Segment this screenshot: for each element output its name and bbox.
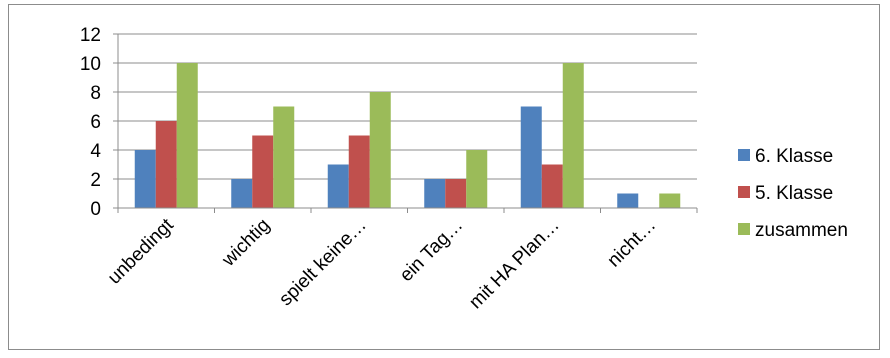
bar <box>134 150 156 208</box>
gridlines <box>118 33 697 180</box>
category-label: ein Tag… <box>396 215 467 286</box>
legend-label: zusammen <box>755 220 848 241</box>
bar <box>155 121 177 208</box>
bar <box>273 106 295 208</box>
bar <box>445 179 467 208</box>
y-tick-label: 10 <box>80 54 101 75</box>
y-tick-labels: 0 2 4 6 8 10 12 <box>80 25 102 220</box>
category-label: wichtig <box>218 215 275 272</box>
category-label: mit HA Plan… <box>465 215 563 313</box>
category-label: spielt keine… <box>275 215 371 311</box>
bar <box>252 135 274 208</box>
legend-swatch <box>738 223 750 235</box>
category-label: nicht… <box>604 215 661 272</box>
bar <box>541 164 563 208</box>
bar <box>466 150 488 208</box>
bar <box>327 164 349 208</box>
legend-swatch <box>738 149 750 161</box>
category-labels: unbedingt wichtig spielt keine… ein Tag…mit… <box>104 214 660 313</box>
legend-swatch <box>738 186 750 198</box>
bar <box>659 193 681 208</box>
bar <box>520 106 542 208</box>
category-label: unbedingt <box>104 214 178 288</box>
bar <box>369 92 391 208</box>
legend-label: 6. Klasse <box>755 146 833 167</box>
bars <box>134 63 681 208</box>
y-tick-label: 2 <box>90 170 101 191</box>
y-tick-label: 12 <box>80 25 101 46</box>
legend: 6. Klasse 5. Klasse zusammen <box>738 146 848 241</box>
legend-label: 5. Klasse <box>755 183 833 204</box>
y-tick-label: 4 <box>90 141 101 162</box>
bar <box>562 63 584 208</box>
bar <box>231 179 253 208</box>
y-tick-label: 6 <box>90 112 101 133</box>
bar <box>176 63 198 208</box>
y-tick-label: 0 <box>90 199 101 220</box>
y-tick-label: 8 <box>90 83 101 104</box>
axes <box>113 33 698 213</box>
bar <box>424 179 446 208</box>
bar <box>348 135 370 208</box>
bar <box>617 193 639 208</box>
